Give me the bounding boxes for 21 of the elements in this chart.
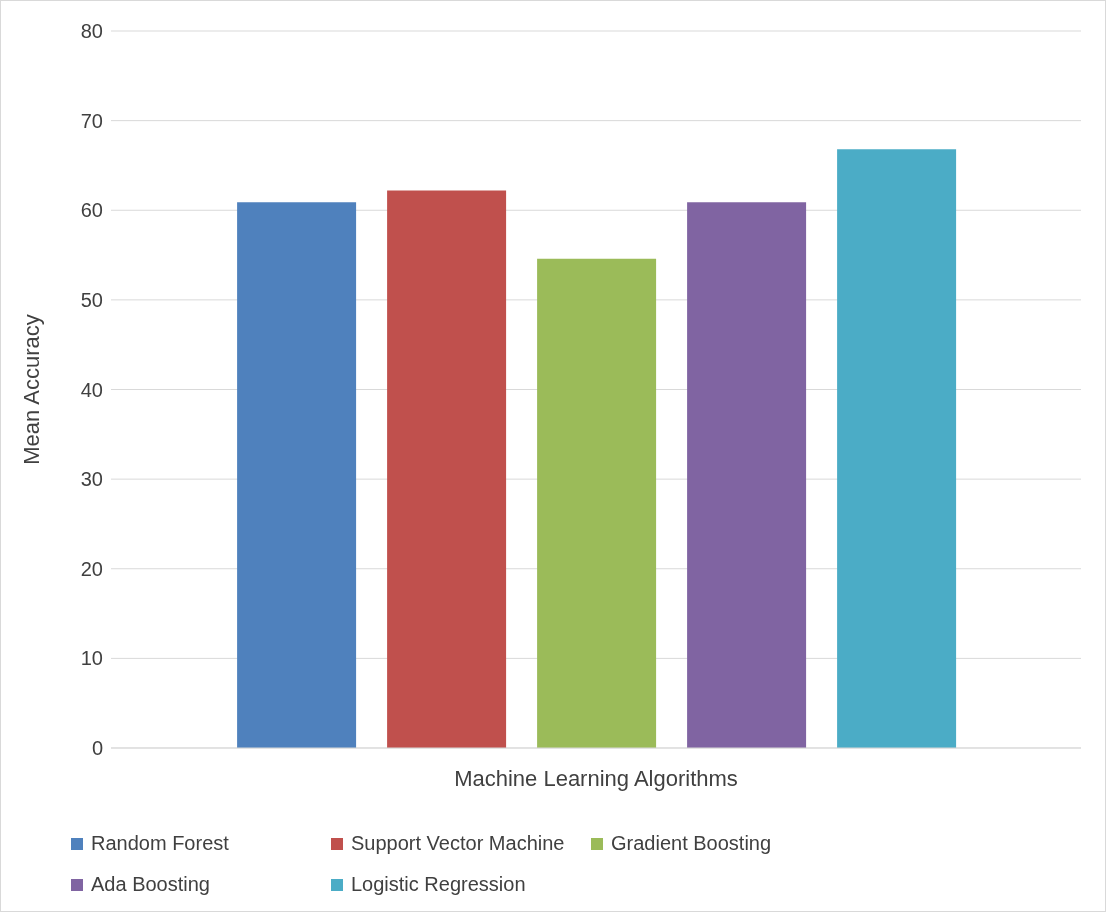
- bar: [387, 190, 507, 748]
- y-tick-label: 10: [80, 647, 103, 670]
- y-axis-title: Mean Accuracy: [18, 314, 44, 465]
- bar: [837, 149, 957, 748]
- y-tick-label: 30: [80, 468, 103, 491]
- legend-label: Gradient Boosting: [611, 832, 772, 855]
- y-tick-label: 20: [80, 557, 103, 580]
- y-tick-label: 50: [80, 288, 103, 311]
- y-tick-label: 0: [91, 737, 103, 760]
- y-tick-label: 80: [80, 20, 103, 43]
- x-axis-title: Machine Learning Algorithms: [454, 766, 738, 791]
- legend-label: Logistic Regression: [351, 873, 526, 896]
- legend-label: Random Forest: [91, 832, 229, 855]
- legend-label: Ada Boosting: [91, 873, 210, 896]
- bar: [537, 258, 657, 748]
- bar: [237, 202, 357, 748]
- bar: [687, 202, 807, 748]
- y-tick-label: 40: [80, 378, 103, 401]
- y-tick-label: 60: [80, 199, 103, 222]
- legend-label: Support Vector Machine: [351, 832, 565, 855]
- y-tick-label: 70: [80, 109, 103, 132]
